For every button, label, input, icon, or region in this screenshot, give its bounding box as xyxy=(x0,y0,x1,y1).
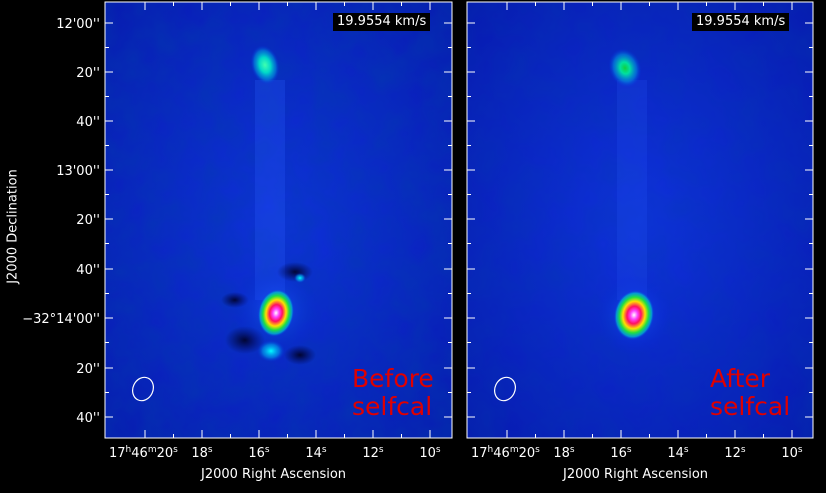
y-tick-label: 20'' xyxy=(76,213,100,228)
x-tick-label: 18s xyxy=(191,445,213,461)
velocity-label-before: 19.9554 km/s xyxy=(333,13,431,31)
beam-ellipse-right xyxy=(494,376,516,402)
y-tick-label: 12'00'' xyxy=(56,17,100,32)
panel-before-frame xyxy=(104,1,453,439)
y-tick-label: 20'' xyxy=(76,362,100,377)
annotation-before-line1: Before xyxy=(352,364,434,393)
y-tick-labels: 12'00'' 20'' 40'' 13'00'' 20'' 40'' −32°14'00'… xyxy=(22,17,100,426)
x-tick-label: 14s xyxy=(667,445,689,461)
x-tick-label: 18s xyxy=(553,445,575,461)
y-tick-label: 40'' xyxy=(76,115,100,130)
x-tick-label: 14s xyxy=(305,445,327,461)
y-axis-label: J2000 Declination xyxy=(5,169,21,284)
panel-before-image xyxy=(105,2,452,438)
x-tick-label: 16s xyxy=(610,445,632,461)
y-tick-label: 40'' xyxy=(76,411,100,426)
beam-ellipse-left xyxy=(132,376,154,402)
x-axis-label-after: J2000 Right Ascension xyxy=(563,467,709,482)
x-tick-label: 10s xyxy=(419,445,441,461)
panel-after-image xyxy=(467,2,813,438)
annotation-after-line2: selfcal xyxy=(710,392,791,421)
annotation-before: Before selfcal xyxy=(352,365,434,421)
panel-after-frame xyxy=(466,1,814,439)
annotation-before-line2: selfcal xyxy=(352,392,433,421)
velocity-label-after: 19.9554 km/s xyxy=(692,13,790,31)
y-tick-label: −32°14'00'' xyxy=(22,312,100,327)
y-tick-label: 20'' xyxy=(76,66,100,81)
x-tick-label: 12s xyxy=(362,445,384,461)
y-tick-label: 40'' xyxy=(76,263,100,278)
x-axis-label-before: J2000 Right Ascension xyxy=(201,467,347,482)
axis-ticks xyxy=(105,2,813,438)
annotation-after-line1: After xyxy=(710,364,771,393)
x-tick-label: 17h46m20s xyxy=(109,445,178,461)
x-tick-label: 10s xyxy=(781,445,803,461)
annotation-after: After selfcal xyxy=(710,365,790,421)
x-tick-labels: 17h46m20s 18s 16s 14s 12s 10s 17h46m20s 18s 16s 1… xyxy=(109,445,803,461)
x-tick-label: 12s xyxy=(724,445,746,461)
y-tick-label: 13'00'' xyxy=(56,164,100,179)
x-tick-label: 16s xyxy=(248,445,270,461)
x-tick-label: 17h46m20s xyxy=(471,445,540,461)
